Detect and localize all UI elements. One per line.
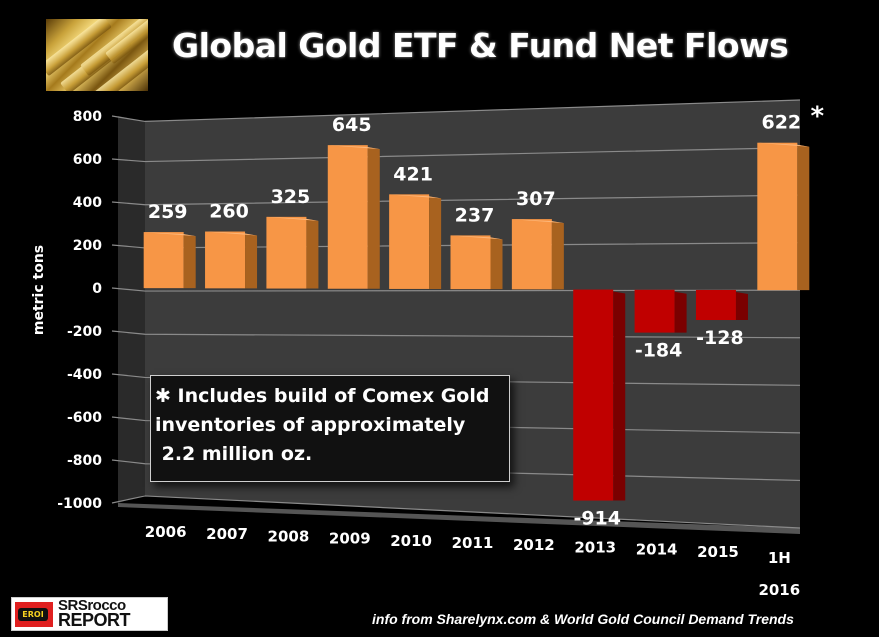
logo-badge: EROI (18, 608, 48, 621)
data-label: -914 (573, 508, 621, 530)
note-line-3: 2.2 million oz. (155, 443, 313, 465)
x-tick-label: 2014 (636, 541, 678, 559)
bar-top (205, 231, 258, 236)
bar-front (143, 232, 184, 289)
x-tick-label: 1H (768, 549, 791, 567)
data-label: 237 (455, 204, 495, 226)
bar-2007 (205, 231, 258, 289)
bar-side (429, 196, 442, 289)
bar-2010 (389, 194, 442, 289)
bar-top (757, 142, 810, 147)
bar-2009 (327, 145, 380, 289)
bar-top (143, 232, 196, 237)
bar-side (306, 218, 319, 289)
y-tick-label: -200 (67, 324, 102, 340)
usa-map-icon: EROI (15, 602, 53, 627)
data-label: 307 (516, 188, 556, 210)
x-tick-label: 2006 (145, 523, 187, 541)
bar-2012 (511, 219, 564, 290)
bar-2013 (573, 289, 626, 501)
bar-2011 (450, 235, 503, 290)
data-label: 325 (271, 186, 311, 208)
bar-top (389, 194, 442, 199)
y-tick-label: -1000 (57, 496, 102, 512)
bar-2006 (143, 232, 196, 289)
data-label: 645 (332, 114, 372, 136)
bar-front (266, 216, 307, 289)
bar-2015 (695, 289, 748, 321)
bar-front (511, 219, 552, 290)
note-line-1: Includes build of Comex Gold (177, 385, 490, 407)
y-tick-label: -800 (67, 453, 102, 469)
logo-text-bottom: REPORT (58, 610, 131, 630)
bar-front (695, 289, 736, 321)
plot-floor (118, 503, 800, 534)
bar-front (634, 289, 675, 333)
source-credit: info from Sharelynx.com & World Gold Cou… (372, 611, 794, 627)
bar-side (551, 221, 564, 290)
data-label: 421 (393, 163, 433, 185)
gridline (111, 146, 801, 163)
bar-front (450, 235, 491, 290)
annotation-asterisk: * (811, 102, 825, 132)
x-tick-label: 2012 (513, 536, 555, 554)
y-tick-label: 600 (73, 152, 102, 168)
gridline (111, 495, 801, 529)
data-label: 622 (761, 112, 801, 134)
asterisk-icon: ✱ (155, 385, 171, 407)
bar-top (511, 219, 564, 224)
gold-bars-image (46, 19, 148, 91)
bar-top (450, 235, 503, 240)
bar-2014 (634, 289, 687, 333)
x-tick-label: 2015 (697, 543, 739, 561)
bar-top (327, 145, 380, 150)
y-tick-label: -600 (67, 410, 102, 426)
bar-front (327, 145, 368, 289)
x-tick-label: 2008 (268, 527, 310, 545)
note-line-2: inventories of approximately (155, 414, 466, 436)
bar-front (573, 289, 614, 501)
x-tick-label: 2010 (390, 532, 432, 550)
y-axis-label: metric tons (31, 245, 47, 335)
gridline (111, 194, 801, 206)
bar-front (205, 231, 246, 289)
y-tick-label: 400 (73, 195, 102, 211)
data-label: -184 (635, 340, 683, 362)
data-label: 259 (148, 201, 188, 223)
bar-side (183, 234, 196, 289)
gridline (111, 99, 801, 123)
y-tick-label: 200 (73, 238, 102, 254)
data-label: -128 (696, 327, 744, 349)
bar-1H-2016 (757, 142, 810, 291)
bar-side (490, 237, 503, 290)
x-tick-label: 2011 (452, 534, 494, 552)
chart-title: Global Gold ETF & Fund Net Flows (172, 26, 789, 65)
bar-side (674, 291, 687, 333)
x-tick-label: 2009 (329, 530, 371, 548)
srsrocco-logo: EROI SRSrocco REPORT (11, 597, 168, 631)
y-tick-label: 0 (92, 281, 102, 297)
x-tick-label: 2007 (206, 525, 248, 543)
x-tick-label: 2013 (574, 538, 616, 556)
bar-front (389, 194, 430, 289)
bar-top (266, 216, 319, 221)
bar-side (367, 147, 380, 289)
logo-text-top: SRSrocco (58, 597, 126, 614)
bar-2008 (266, 216, 319, 289)
bar-side (735, 291, 748, 321)
footnote-box: ✱ Includes build of Comex Gold inventori… (150, 375, 510, 482)
bar-front (757, 142, 798, 291)
bar-side (613, 291, 626, 501)
data-label: 260 (209, 201, 249, 223)
x-tick-label: 2016 (758, 581, 800, 599)
y-tick-label: 800 (73, 109, 102, 125)
bar-side (245, 233, 258, 289)
bar-side (797, 144, 810, 291)
plot-side-wall (118, 116, 145, 503)
y-tick-label: -400 (67, 367, 102, 383)
